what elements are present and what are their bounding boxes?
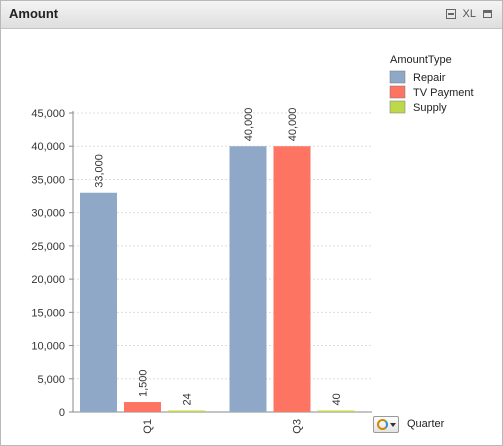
y-tick-label: 20,000 [31,274,65,286]
print-icon[interactable] [445,9,456,19]
legend-item: TV Payment [413,87,474,99]
caption-icons: XL [445,7,492,21]
bar-supply-q3 [317,410,355,412]
y-tick-label: 15,000 [31,307,65,319]
data-label: 24 [182,393,194,405]
cycle-dimension-button[interactable] [373,416,399,433]
y-tick-label: 25,000 [31,241,65,253]
bar-tv-payment-q3 [273,146,311,412]
y-tick-label: 40,000 [31,141,65,153]
legend-swatch [389,70,406,84]
legend-swatch [389,100,406,114]
data-label: 40 [331,393,343,405]
legend-item: Repair [413,72,446,84]
legend-swatch [389,85,406,99]
bar-repair-q1 [80,192,117,412]
y-tick-label: 0 [59,407,65,419]
dimension-label: Quarter [407,418,445,430]
cycle-icon [377,419,388,430]
y-tick-label: 10,000 [31,341,65,353]
legend-item: Supply [413,102,447,114]
data-label: 33,000 [94,154,106,188]
restore-icon[interactable] [483,10,492,18]
y-tick-label: 45,000 [31,108,65,120]
bar-supply-q1 [168,410,205,412]
bar-repair-q3 [229,146,267,412]
send-to-excel-icon[interactable]: XL [462,8,476,20]
y-tick-label: 5,000 [37,374,65,386]
y-tick-label: 35,000 [31,174,65,186]
legend-title: AmountType [390,54,452,66]
y-tick-label: 30,000 [31,208,65,220]
bar-tv-payment-q1 [124,402,161,412]
caption-bar: Amount XL [1,1,502,29]
data-label: 1,500 [138,370,150,398]
x-tick-label: Q1 [142,419,154,434]
data-label: 40,000 [287,108,299,142]
chart-title: Amount [9,6,59,21]
chevron-down-icon [390,423,396,427]
data-label: 40,000 [243,108,255,142]
x-tick-label: Q3 [291,419,303,434]
